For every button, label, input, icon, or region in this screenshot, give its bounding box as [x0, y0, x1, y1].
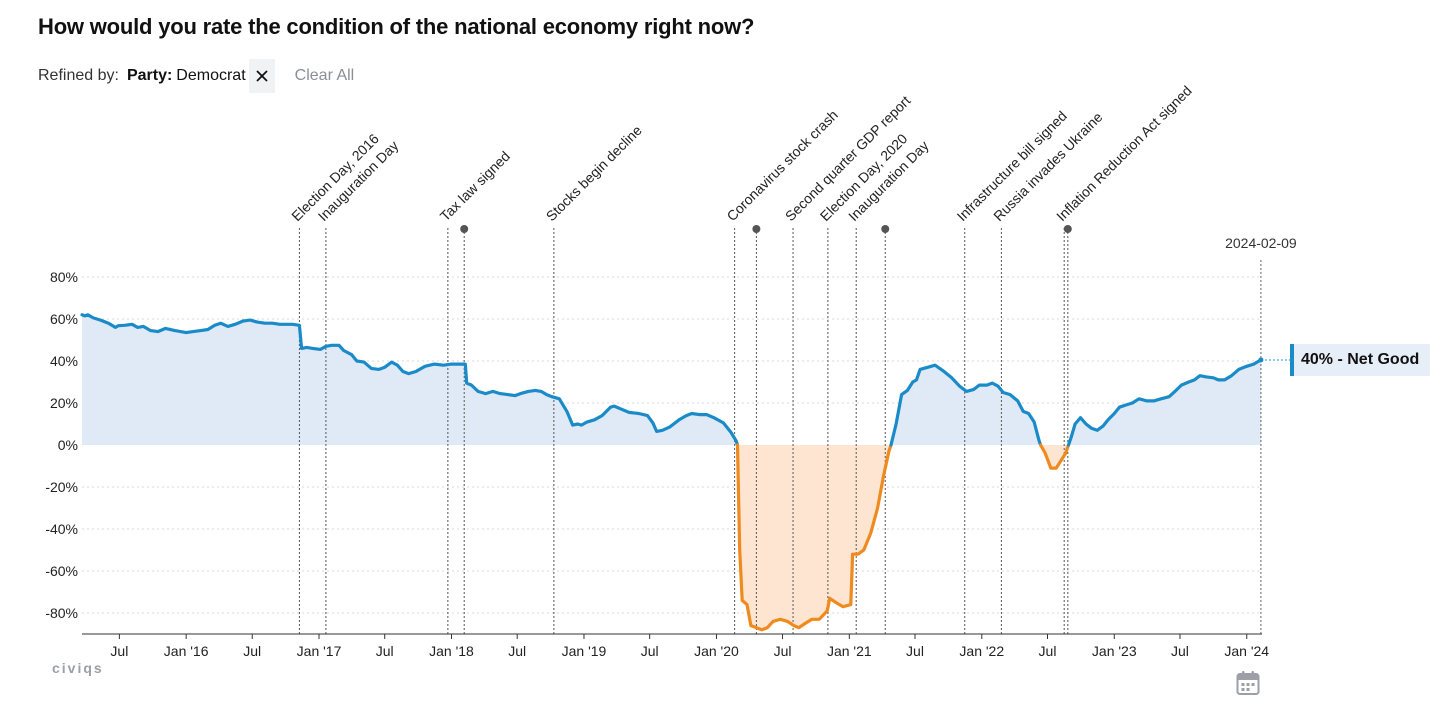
- event-label: Tax law signed: [437, 148, 513, 224]
- x-tick-label: Jul: [243, 643, 261, 659]
- event-marker: [752, 225, 761, 233]
- positive-area: [1068, 359, 1261, 445]
- chart-title: How would you rate the condition of the …: [38, 14, 755, 39]
- current-value-dot: [1258, 357, 1264, 363]
- negative-line-segment: [1039, 443, 1071, 470]
- filter-key: Party:: [126, 67, 173, 84]
- clear-all-link[interactable]: Clear All: [294, 67, 355, 84]
- close-icon: [256, 70, 268, 82]
- positive-line-segment: [889, 363, 1043, 447]
- y-tick-label: 0%: [58, 437, 78, 453]
- positive-area: [82, 314, 738, 445]
- filter-label: Refined by:: [38, 67, 119, 84]
- event-label: Stocks begin decline: [543, 122, 645, 224]
- positive-line-segment: [80, 313, 740, 447]
- x-tick-label: Jul: [110, 643, 128, 659]
- event-marker: [881, 225, 890, 233]
- y-tick-label: 80%: [50, 269, 78, 285]
- x-tick-label: Jul: [1171, 643, 1189, 659]
- civiqs-logo: civiqs: [52, 660, 104, 676]
- x-tick-label: Jan '16: [164, 643, 209, 659]
- filter-chip[interactable]: Party: Democrat: [127, 59, 275, 93]
- y-tick-label: -40%: [45, 521, 78, 537]
- y-tick-label: -80%: [45, 605, 78, 621]
- x-axis-ticks: Jul Jan '16 Jul Jan '17 Jul Jan '18 Jul Jan '19…: [110, 634, 1269, 659]
- x-tick-label: Jul: [1039, 643, 1057, 659]
- x-tick-label: Jan '23: [1092, 643, 1137, 659]
- event-marker: [1063, 225, 1072, 233]
- area-fills: [82, 314, 1261, 630]
- x-tick-label: Jan '18: [429, 643, 474, 659]
- y-tick-label: -60%: [45, 563, 78, 579]
- event-marker: [460, 225, 469, 233]
- x-tick-label: Jul: [376, 643, 394, 659]
- negative-line-segment: [735, 443, 893, 632]
- filter-bar: Refined by: Party: Democrat Clear All: [38, 59, 355, 93]
- y-tick-label: 40%: [50, 353, 78, 369]
- current-date-label: 2024-02-09: [1225, 235, 1297, 251]
- x-tick-label: Jan '17: [297, 643, 342, 659]
- negative-area: [1040, 445, 1069, 469]
- x-tick-label: Jul: [641, 643, 659, 659]
- x-tick-label: Jan '20: [694, 643, 739, 659]
- x-tick-label: Jan '21: [827, 643, 872, 659]
- x-tick-label: Jul: [774, 643, 792, 659]
- filter-value: Democrat: [176, 67, 246, 84]
- x-tick-label: Jul: [508, 643, 526, 659]
- positive-area: [891, 365, 1041, 445]
- current-value-badge: 40% - Net Good: [1290, 344, 1430, 376]
- event-label: Inflation Reduction Act signed: [1053, 82, 1195, 224]
- y-tick-label: 60%: [50, 311, 78, 327]
- remove-filter-button[interactable]: [248, 59, 275, 93]
- y-tick-label: 20%: [50, 395, 78, 411]
- calendar-icon[interactable]: [1236, 670, 1260, 696]
- x-tick-label: Jan '19: [562, 643, 607, 659]
- negative-area: [737, 445, 891, 630]
- x-tick-label: Jan '22: [959, 643, 1004, 659]
- x-tick-label: Jan '24: [1224, 643, 1269, 659]
- positive-line-segment: [1066, 358, 1263, 447]
- series-lines: [80, 313, 1263, 632]
- y-tick-label: -20%: [45, 479, 78, 495]
- y-axis-labels: 80% 60% 40% 20% 0% -20% -40% -60% -80%: [45, 269, 78, 621]
- x-tick-label: Jul: [906, 643, 924, 659]
